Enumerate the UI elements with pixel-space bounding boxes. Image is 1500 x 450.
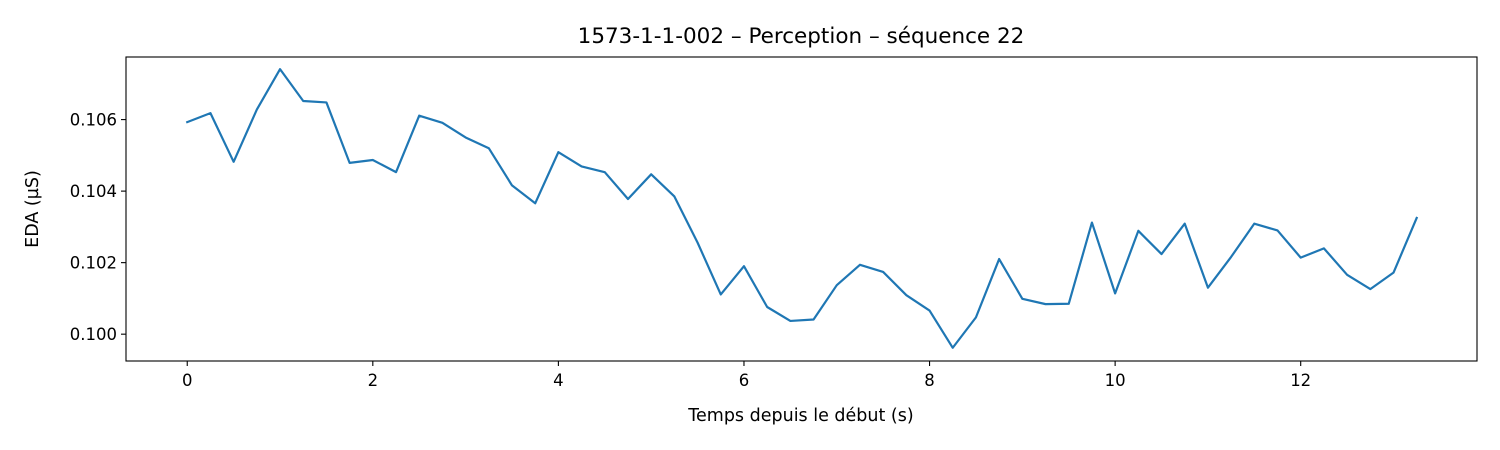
y-tick-label: 0.102	[70, 254, 117, 273]
x-tick-label: 4	[553, 371, 564, 390]
plot-frame	[125, 56, 1478, 362]
plot-area: 0 2 4 6 8 10 12 0.100 0.102 0.104 0.106	[70, 56, 1478, 390]
y-tick-label: 0.104	[70, 182, 117, 201]
y-tick-label: 0.106	[70, 111, 117, 130]
y-axis-label: EDA (µS)	[23, 170, 43, 248]
y-tick-label: 0.100	[70, 325, 117, 344]
x-tick-label: 10	[1105, 371, 1126, 390]
chart-title: 1573-1-1-002 – Perception – séquence 22	[578, 24, 1025, 49]
x-tick-label: 8	[924, 371, 935, 390]
x-tick-label: 6	[739, 371, 750, 390]
x-tick-label: 2	[368, 371, 379, 390]
x-tick-label: 12	[1290, 371, 1311, 390]
x-axis-label: Temps depuis le début (s)	[687, 406, 913, 426]
x-tick-label: 0	[182, 371, 193, 390]
data-series-line-0	[185, 68, 1419, 349]
